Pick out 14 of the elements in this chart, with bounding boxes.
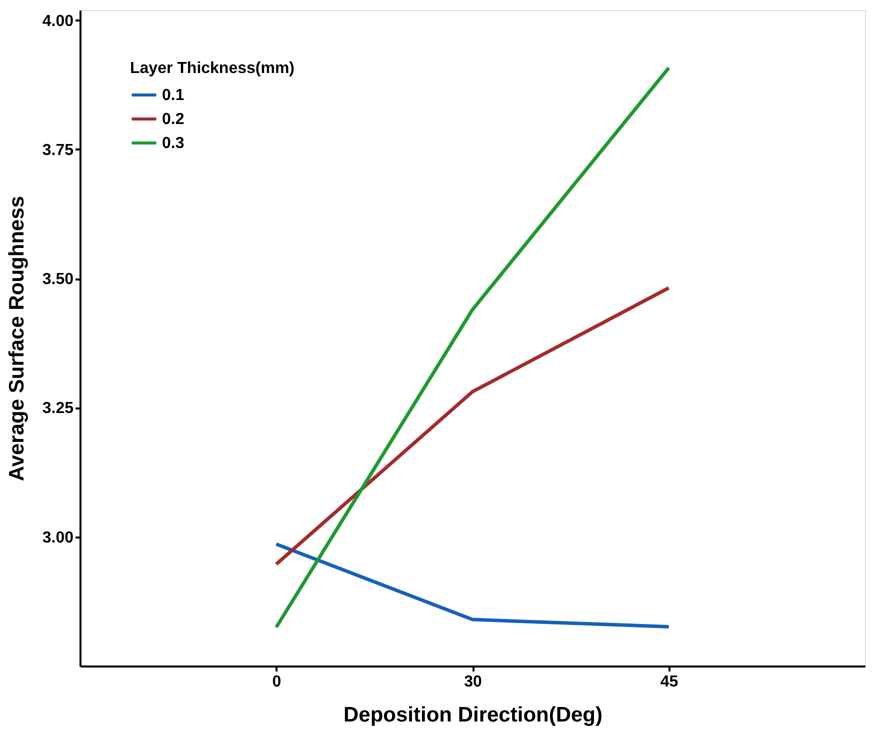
y-tick-label: 3.50 [42,271,74,288]
x-axis-title: Deposition Direction(Deg) [343,704,603,726]
y-axis-title: Average Surface Roughness [5,196,28,482]
x-tick-label: 0 [272,674,282,690]
y-tick-label: 4.00 [42,12,74,30]
y-tick-label: 3.00 [42,529,74,546]
legend-title: Layer Thickness(mm) [130,60,295,77]
legend-label: 0.2 [162,111,184,128]
x-tick-label: 30 [464,674,482,690]
legend-label: 0.1 [162,87,184,104]
legend-label: 0.3 [162,135,184,152]
y-tick-label: 3.25 [42,400,74,418]
y-tick-label: 3.75 [42,142,74,159]
x-tick-label: 45 [660,674,678,690]
